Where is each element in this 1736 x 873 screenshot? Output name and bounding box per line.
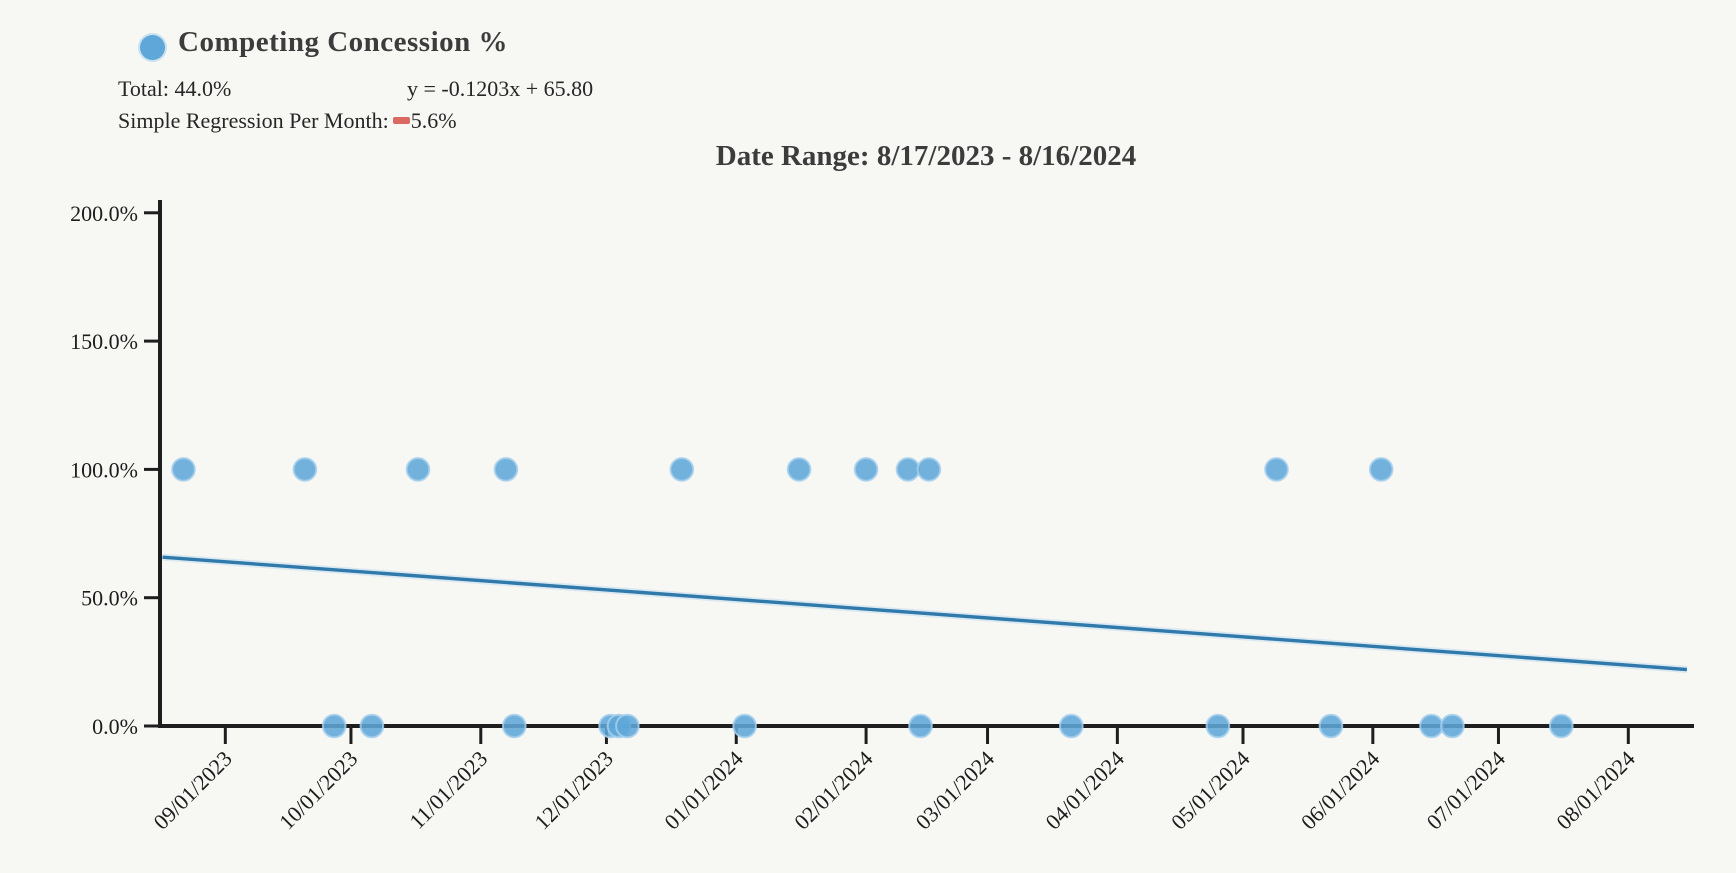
scatter-point [895,457,921,482]
scatter-point [1419,713,1444,739]
legend-series-marker-icon [140,35,165,60]
scatter-point [908,713,933,739]
x-tick-label: 12/01/2023 [529,746,618,835]
scatter-point [1440,713,1465,739]
legend-series-label: Competing Concession % [178,26,509,58]
regression-line [162,555,1688,672]
scatter-point [786,457,812,482]
x-tick-label: 04/01/2024 [1040,746,1129,835]
x-tick-label: 07/01/2024 [1421,746,1510,835]
scatter-point [1058,713,1084,739]
x-tick-label: 09/01/2023 [148,746,237,835]
y-tick-label: 150.0% [70,329,138,354]
scatter-point [405,457,431,482]
x-tick-label: 05/01/2024 [1166,746,1255,835]
scatter-point [615,713,640,739]
scatter-point [359,713,385,739]
scatter-point [732,713,757,739]
x-tick-label: 08/01/2024 [1551,746,1640,835]
scatter-point [292,457,318,482]
x-tick-label: 03/01/2024 [911,746,1000,835]
negative-indicator-icon [392,117,410,125]
x-tick-label: 02/01/2024 [789,746,878,835]
regression-per-month-label: Simple Regression Per Month: [118,108,389,133]
scatter-point [853,457,879,482]
total-stat: Total: 44.0% [118,76,232,101]
x-tick-label: 10/01/2023 [274,746,363,835]
scatter-point [1368,457,1394,482]
chart-title: Date Range: 8/17/2023 - 8/16/2024 [715,140,1137,172]
y-tick-label: 0.0% [92,714,138,739]
scatter-point [501,713,527,739]
regression-per-month-stat: Simple Regression Per Month: 5.6% [118,108,457,134]
scatter-point [1205,713,1231,739]
scatter-point [493,457,519,482]
x-tick-label: 11/01/2023 [404,746,492,834]
scatter-point [916,457,942,482]
scatter-point [1264,457,1289,482]
scatter-point [669,457,695,482]
scatter-point [321,713,347,739]
regression-equation: y = -0.1203x + 65.80 [407,76,594,101]
x-tick-label: 06/01/2024 [1296,746,1385,835]
y-tick-label: 50.0% [81,586,138,611]
y-tick-label: 100.0% [70,457,138,482]
scatter-point [1318,713,1344,739]
y-tick-label: 200.0% [70,201,138,226]
x-tick-label: 01/01/2024 [659,746,748,835]
scatter-point [1548,713,1574,739]
axis-lines [158,200,1694,728]
scatter-point [171,457,196,482]
regression-per-month-value: 5.6% [410,108,457,133]
